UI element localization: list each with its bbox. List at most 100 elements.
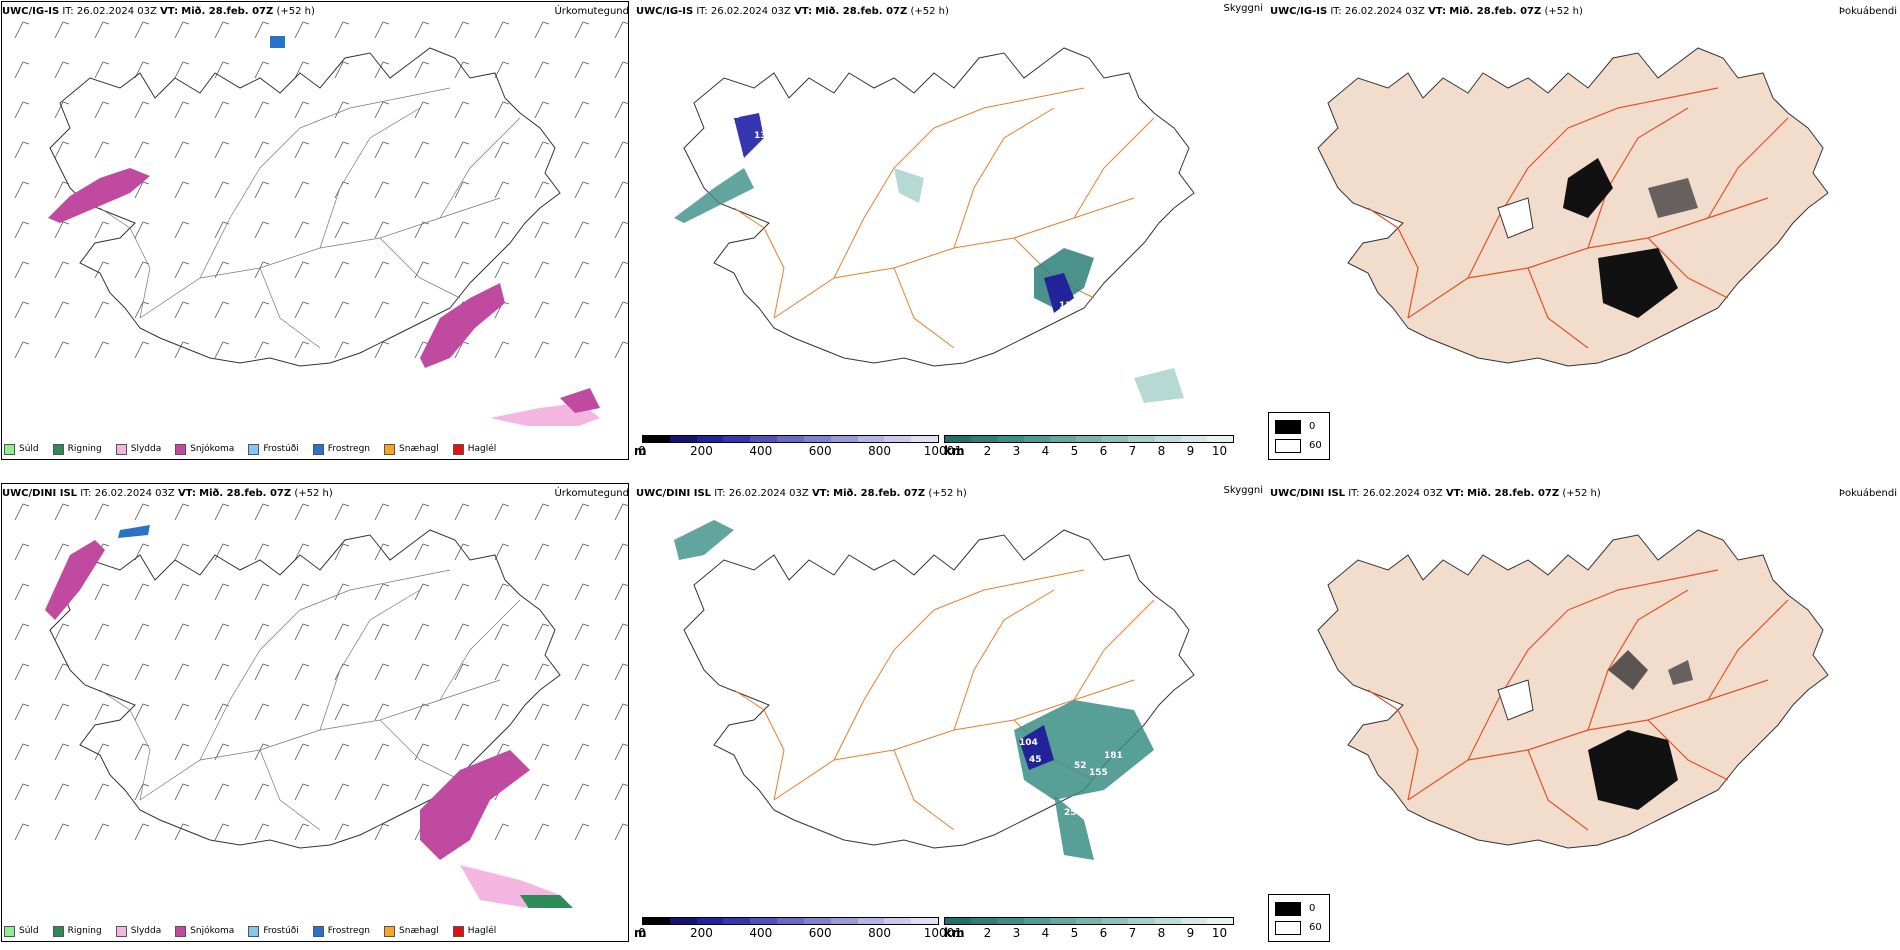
wind-barb (94, 21, 110, 39)
colorbar-tick-label: 800 (868, 444, 892, 458)
wind-barb (574, 663, 590, 681)
wind-barb (94, 663, 110, 681)
wind-barb (134, 783, 150, 801)
wind-barb (614, 141, 630, 159)
wind-barb (294, 61, 310, 79)
wind-barb (14, 301, 30, 319)
iceland-coastline (683, 529, 1195, 849)
legend-swatch (115, 443, 127, 455)
wind-barb (574, 21, 590, 39)
road-network (99, 569, 521, 831)
legend-label: Súld (19, 444, 39, 454)
wind-barb (574, 141, 590, 159)
visibility-km-colorbar: km 1 2 3 4 5 6 7 8 9 10 (944, 435, 1266, 463)
road (299, 569, 451, 611)
wind-barb (14, 663, 30, 681)
legend-swatch (4, 925, 15, 937)
wind-barb (414, 623, 430, 641)
wind-barb (534, 301, 550, 319)
wind-barb (134, 743, 150, 761)
rain-area (520, 895, 573, 908)
wind-barb (374, 61, 390, 79)
wind-barb (374, 583, 390, 601)
legend-item: Snjókoma (175, 925, 234, 937)
colorbar-tick-label: 400 (749, 926, 773, 940)
wind-barb (94, 623, 110, 641)
wind-barb (14, 61, 30, 79)
it-label: IT: (62, 6, 74, 17)
colorbar-segment (1180, 436, 1207, 442)
wind-barb (214, 141, 230, 159)
wind-barb (334, 141, 350, 159)
wind-barb (54, 261, 70, 279)
wind-barb (374, 743, 390, 761)
wind-barb (494, 341, 510, 359)
visibility-m-colorbar: m 0 200 400 600 800 1000 (634, 917, 954, 945)
colorbar-segment (723, 918, 751, 924)
wind-barb (614, 261, 630, 279)
panel-title: Skyggni (1223, 3, 1263, 14)
wind-barb (94, 823, 110, 841)
road (893, 749, 955, 831)
wind-barb (574, 783, 590, 801)
fog-legend-white-label: 60 (1309, 440, 1322, 451)
wind-barb (174, 503, 190, 521)
colorbar-tick-label: 2 (983, 926, 992, 940)
wind-barb (534, 783, 550, 801)
wind-barb (14, 181, 30, 199)
wind-barb (454, 101, 470, 119)
wind-barb (494, 101, 510, 119)
wind-barb (534, 743, 550, 761)
visibility-value-label: 13 (754, 131, 767, 141)
colorbar-segment (857, 918, 885, 924)
wind-barb (334, 21, 350, 39)
wind-barb (374, 543, 390, 561)
fog-area (1648, 178, 1698, 218)
wind-barb (254, 783, 270, 801)
colorbar-segment (777, 918, 804, 924)
wind-barb (214, 341, 230, 359)
wind-barb (254, 503, 270, 521)
colorbar-tick-label: 7 (1128, 926, 1137, 940)
road (953, 589, 1055, 731)
wind-barb (54, 623, 70, 641)
snow-area (45, 540, 105, 620)
visibility-value-label: 144 (1089, 301, 1108, 311)
colorbar-segment (669, 436, 697, 442)
wind-barb (334, 261, 350, 279)
visibility-value-label: 13 (749, 151, 762, 161)
wind-barb (94, 583, 110, 601)
road (893, 267, 955, 349)
wind-barb (134, 543, 150, 561)
offset: (+52 h) (910, 6, 949, 17)
road (439, 117, 521, 219)
it-value: 26.02.2024 03Z (1344, 6, 1425, 17)
legend-item: Haglél (452, 925, 496, 937)
colorbar-tick-label: 1000 (923, 444, 955, 458)
wind-barb (494, 21, 510, 39)
wind-barb (214, 301, 230, 319)
wind-barb (534, 61, 550, 79)
road (833, 609, 935, 761)
wind-barb (174, 141, 190, 159)
legend-item: Snæhagl (384, 925, 439, 937)
row-1: UWC/IG-IS IT: 26.02.2024 03Z VT: Mið. 28… (0, 0, 1900, 463)
legend-label: Súld (19, 926, 39, 936)
legend-item: Frostúði (248, 443, 299, 455)
colorbar-segment (669, 918, 697, 924)
road (99, 689, 151, 801)
wind-barb (534, 101, 550, 119)
road (1587, 107, 1689, 249)
colorbar-tick-label: 0 (638, 444, 646, 458)
wind-barb (134, 261, 150, 279)
colorbar-segment (643, 436, 670, 442)
road (1073, 117, 1155, 219)
fog-core (1563, 158, 1613, 218)
colorbar-segment (997, 436, 1024, 442)
it-label: IT: (1348, 488, 1360, 499)
colorbar-segment (1206, 436, 1234, 442)
wind-barb (454, 663, 470, 681)
wind-barb (574, 583, 590, 601)
legend-item: Slydda (115, 443, 161, 455)
